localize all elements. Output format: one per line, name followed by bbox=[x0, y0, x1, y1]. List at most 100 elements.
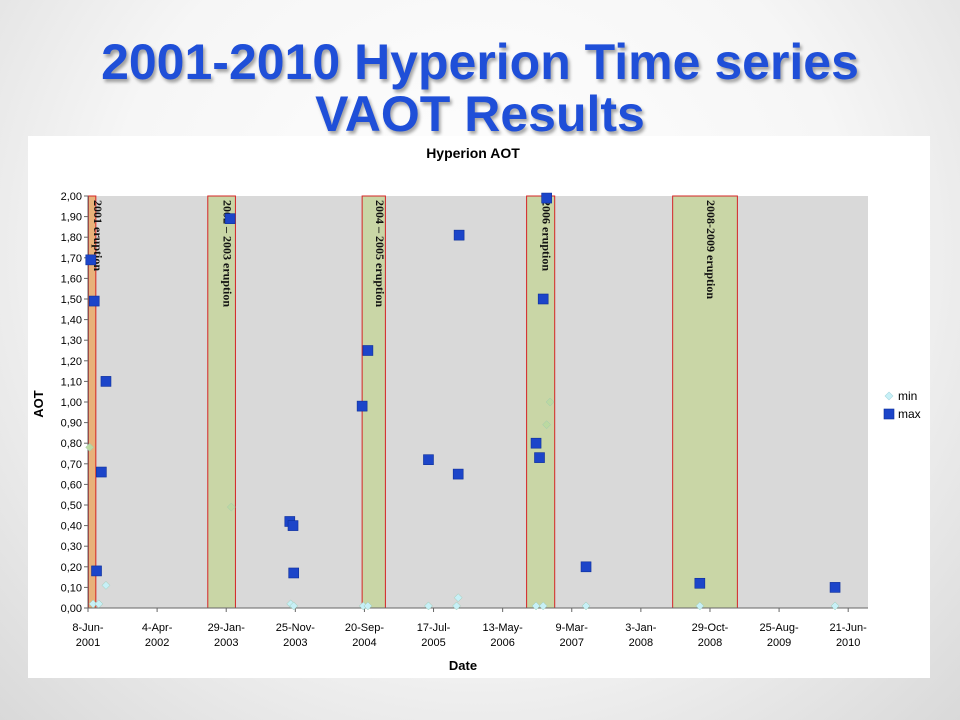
y-tick-label: 1,50 bbox=[61, 294, 82, 306]
data-point-max bbox=[224, 213, 236, 224]
data-point-max bbox=[580, 561, 592, 573]
x-tick-label: 2010 bbox=[836, 637, 860, 649]
data-point-min bbox=[363, 601, 373, 611]
x-tick-label: 9-Mar- bbox=[556, 622, 589, 634]
x-tick-label: 2003 bbox=[283, 637, 307, 649]
data-point-max bbox=[537, 293, 549, 305]
y-tick-label: 0,30 bbox=[61, 541, 82, 553]
data-point-min bbox=[545, 397, 555, 407]
y-tick-label: 0,60 bbox=[61, 479, 82, 491]
x-tick-label: 20-Sep- bbox=[345, 622, 384, 634]
x-tick-label: 21-Jun- bbox=[830, 622, 868, 634]
y-tick-label: 1,90 bbox=[61, 212, 82, 224]
x-tick-label: 2005 bbox=[421, 637, 445, 649]
x-tick-label: 2008 bbox=[698, 637, 722, 649]
data-point-min bbox=[531, 601, 541, 611]
data-point-min bbox=[289, 601, 299, 611]
legend: min max bbox=[883, 389, 921, 421]
y-tick-label: 1,00 bbox=[61, 397, 82, 409]
data-point-max bbox=[362, 345, 374, 356]
data-point-max bbox=[91, 565, 102, 577]
chart-panel: Hyperion AOT 2001 eruption 2002 – 2003 er… bbox=[28, 136, 930, 678]
data-point-min bbox=[101, 580, 111, 590]
slide-title: 2001-2010 Hyperion Time series VAOT Resu… bbox=[0, 36, 960, 140]
x-tick-label: 2007 bbox=[560, 637, 584, 649]
data-point-max bbox=[452, 468, 464, 480]
slide-title-line2: VAOT Results bbox=[315, 86, 645, 142]
y-tick-label: 1,70 bbox=[61, 253, 82, 265]
x-tick-label: 2009 bbox=[767, 637, 791, 649]
x-tick-label: 2004 bbox=[352, 637, 376, 649]
slide-title-line1: 2001-2010 Hyperion Time series bbox=[101, 34, 859, 90]
eruption-label: 2008-2009 eruption bbox=[704, 200, 718, 299]
y-tick-label: 0,50 bbox=[61, 500, 82, 512]
data-point-max bbox=[96, 466, 107, 478]
data-point-min bbox=[453, 593, 463, 603]
data-point-min bbox=[830, 601, 840, 611]
data-point-max bbox=[423, 454, 434, 465]
x-tick-label: 4-Apr- bbox=[142, 622, 173, 634]
x-tick-label: 2006 bbox=[490, 637, 514, 649]
x-tick-label: 17-Jul- bbox=[417, 622, 451, 634]
y-tick-label: 1,10 bbox=[61, 376, 82, 388]
x-tick-label: 3-Jan- bbox=[625, 622, 657, 634]
y-tick-label: 1,60 bbox=[61, 273, 82, 285]
legend-max-label: max bbox=[898, 407, 921, 421]
legend-max-marker bbox=[883, 408, 895, 420]
data-point-min bbox=[452, 601, 461, 611]
y-tick-label: 0,40 bbox=[61, 521, 82, 533]
data-point-max bbox=[88, 295, 100, 307]
x-tick-label: 25-Aug- bbox=[760, 622, 799, 634]
x-tick-label: 29-Jan- bbox=[208, 622, 246, 634]
x-tick-label: 2001 bbox=[76, 637, 100, 649]
x-tick-label: 25-Nov- bbox=[276, 622, 315, 634]
eruption-label: 2001 eruption bbox=[91, 200, 105, 271]
data-point-max bbox=[530, 437, 542, 449]
eruption-label: 2002 – 2003 eruption bbox=[221, 200, 235, 307]
data-point-min bbox=[88, 599, 98, 609]
data-point-max bbox=[541, 192, 552, 204]
y-tick-label: 0,80 bbox=[61, 438, 82, 450]
eruption-band bbox=[672, 195, 738, 609]
y-tick-label: 0,20 bbox=[61, 562, 82, 574]
plot-area bbox=[88, 196, 868, 608]
legend-min-label: min bbox=[898, 389, 917, 403]
data-point-min bbox=[94, 599, 104, 609]
y-axis-label: AOT bbox=[31, 390, 46, 418]
eruption-label: 2006 eruption bbox=[540, 200, 554, 271]
x-tick-label: 13-May- bbox=[482, 622, 523, 634]
x-tick-label: 8-Jun- bbox=[72, 622, 104, 634]
data-point-max bbox=[356, 400, 368, 412]
legend-min-marker bbox=[884, 391, 894, 401]
y-tick-label: 2,00 bbox=[61, 191, 82, 203]
data-point-max bbox=[829, 582, 841, 593]
data-point-min bbox=[695, 601, 705, 611]
x-tick-label: 2008 bbox=[629, 637, 653, 649]
data-point-min bbox=[424, 601, 433, 611]
data-point-max bbox=[694, 577, 706, 589]
y-tick-label: 1,80 bbox=[61, 232, 82, 244]
data-point-max bbox=[288, 567, 300, 579]
data-point-min bbox=[542, 420, 552, 430]
data-point-min bbox=[226, 502, 236, 512]
y-tick-label: 1,40 bbox=[61, 315, 82, 327]
data-point-max bbox=[100, 376, 112, 387]
data-point-min bbox=[85, 442, 94, 452]
y-tick-label: 0,00 bbox=[61, 603, 82, 615]
x-tick-label: 2002 bbox=[145, 637, 169, 649]
data-point-max bbox=[287, 520, 299, 531]
data-point-max bbox=[85, 254, 97, 266]
data-point-max bbox=[453, 229, 465, 241]
y-tick-label: 0,70 bbox=[61, 459, 82, 471]
eruption-band bbox=[207, 195, 236, 609]
chart-title: Hyperion AOT bbox=[426, 145, 520, 161]
y-tick-label: 0,10 bbox=[61, 582, 82, 594]
y-tick-label: 1,20 bbox=[61, 356, 82, 368]
data-point-min bbox=[581, 601, 591, 611]
data-point-min bbox=[538, 601, 548, 611]
aot-chart: Hyperion AOT 2001 eruption 2002 – 2003 er… bbox=[31, 145, 921, 673]
y-tick-label: 1,30 bbox=[61, 335, 82, 347]
x-tick-label: 29-Oct- bbox=[692, 622, 729, 634]
x-axis-label: Date bbox=[449, 658, 477, 673]
x-tick-label: 2003 bbox=[214, 637, 238, 649]
